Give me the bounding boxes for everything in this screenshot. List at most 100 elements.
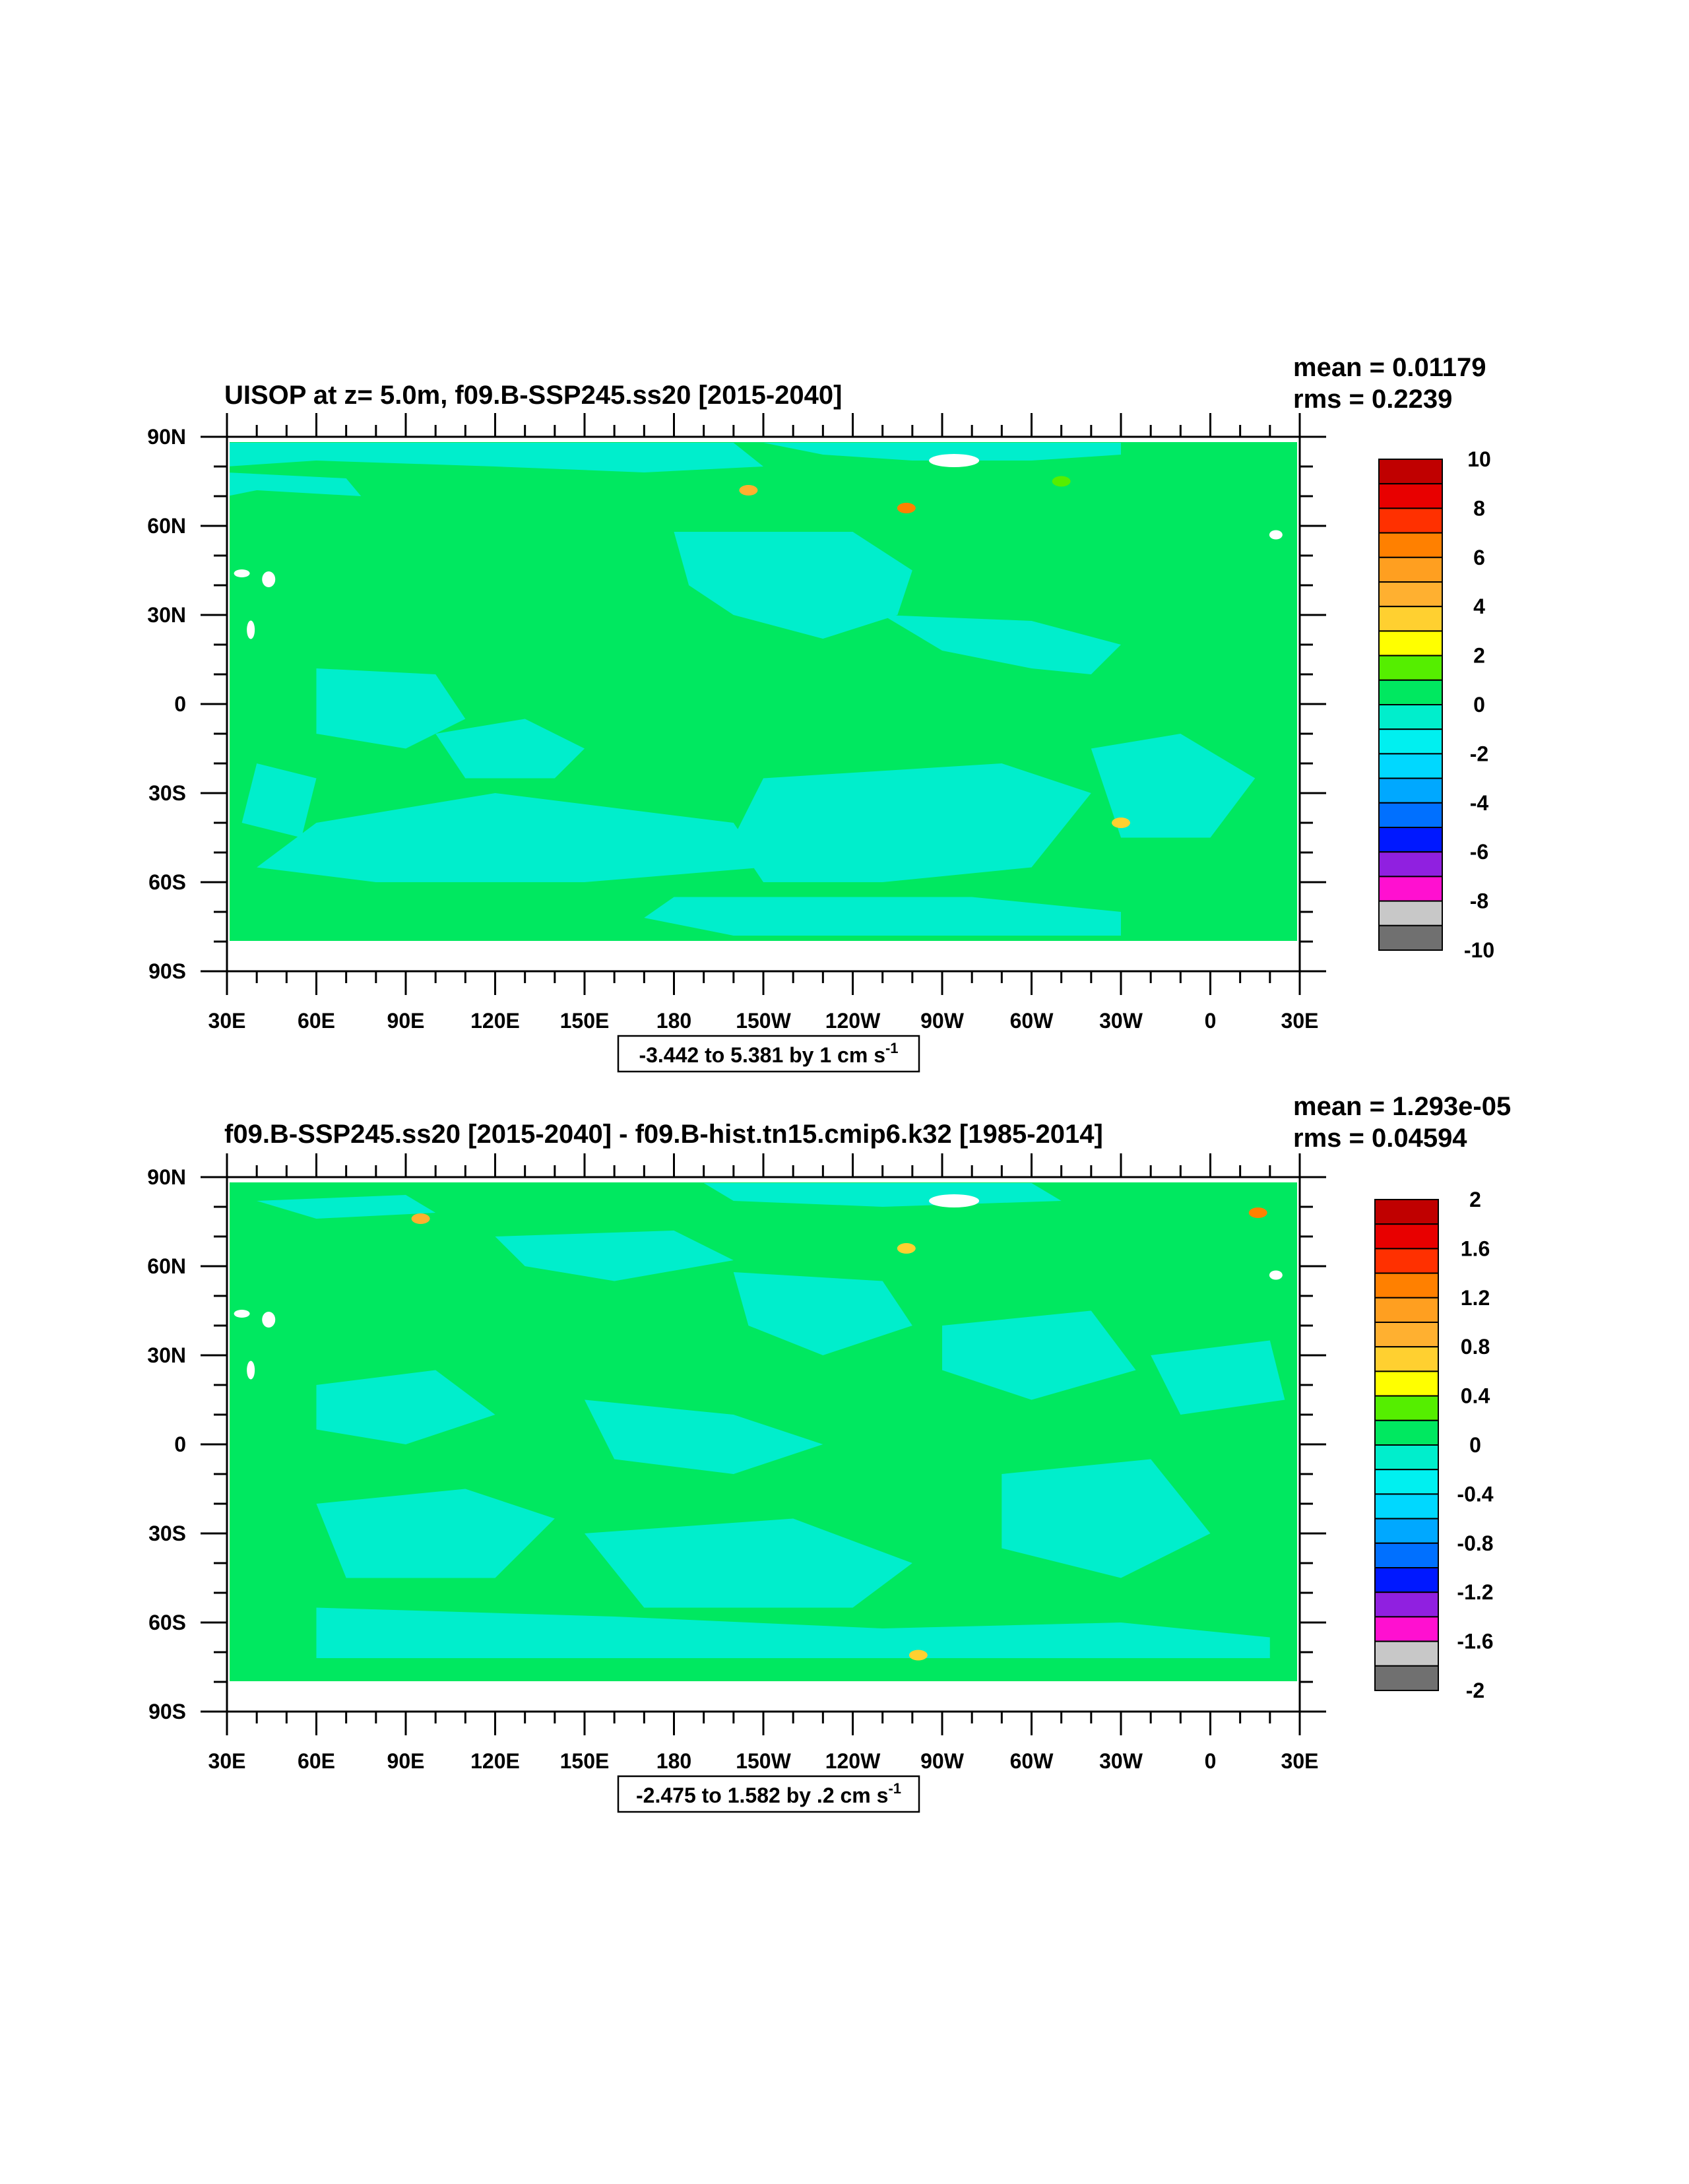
negative-region: [1151, 1340, 1285, 1415]
x-tick-label: 120E: [470, 1009, 520, 1033]
x-tick-label: 90E: [387, 1749, 425, 1773]
colorbar-swatch: [1374, 1542, 1439, 1569]
negative-region: [316, 668, 466, 749]
colorbar-swatch: [1378, 630, 1443, 657]
colorbar-label: 1.2: [1461, 1286, 1490, 1310]
colorbar-label: -0.4: [1457, 1482, 1493, 1506]
x-tick-label: 0: [1205, 1009, 1217, 1033]
colorbar-label: 0: [1473, 693, 1485, 717]
colorbar-label: 0: [1469, 1433, 1481, 1457]
x-tick-label: 120E: [470, 1749, 520, 1773]
hotspot: [739, 485, 758, 496]
colorbar-label: 4: [1473, 594, 1485, 618]
colorbar-swatch: [1378, 679, 1443, 706]
x-tick-label: 180: [656, 1749, 691, 1773]
colorbar-label: -1.6: [1457, 1630, 1493, 1654]
y-tick-label: 60S: [148, 1611, 186, 1634]
colorbar-swatch: [1374, 1223, 1439, 1250]
y-tick-label: 90S: [148, 1700, 186, 1723]
x-tick-label: 60W: [1010, 1009, 1054, 1033]
negative-region: [585, 1399, 823, 1474]
negative-region: [585, 1518, 912, 1608]
negative-region: [763, 443, 1121, 461]
y-tick-label: 90N: [147, 1165, 186, 1189]
colorbar-swatch: [1374, 1395, 1439, 1421]
y-tick-label: 0: [174, 692, 186, 716]
x-tick-label: 30E: [208, 1009, 246, 1033]
hotspot: [897, 1243, 916, 1254]
colorbar-swatch: [1378, 753, 1443, 779]
y-tick-label: 60S: [148, 870, 186, 894]
colorbar-swatch: [1378, 728, 1443, 755]
y-tick-label: 30S: [148, 1522, 186, 1545]
mean-label: mean = 1.293e-05: [1293, 1092, 1511, 1121]
colorbar-label: 2: [1469, 1188, 1481, 1211]
colorbar-swatch: [1374, 1591, 1439, 1618]
colorbar-swatch: [1378, 802, 1443, 829]
y-tick-label: 30N: [147, 603, 186, 627]
colorbar-label: -10: [1464, 938, 1494, 962]
x-tick-label: 60W: [1010, 1749, 1054, 1773]
panel-bottom: 30E 60E 90E 120E 150E 180 150W 120W 90W 60W 30W 0 30…: [147, 1092, 1511, 1813]
x-tick-label: 90W: [920, 1749, 965, 1773]
colorbar-swatch: [1378, 900, 1443, 926]
colorbar-swatch: [1374, 1469, 1439, 1495]
hotspot: [1052, 476, 1071, 487]
x-tick-label: 0: [1205, 1749, 1217, 1773]
negative-region: [733, 1272, 912, 1355]
y-tick-label: 60N: [147, 1254, 186, 1278]
colorbar-swatch: [1374, 1616, 1439, 1642]
rms-label: rms = 0.2239: [1293, 385, 1452, 414]
y-tick-label: 0: [174, 1432, 186, 1456]
colorbar-swatch: [1374, 1567, 1439, 1593]
colorbar-swatch: [1374, 1346, 1439, 1372]
missing-data-patch: [1269, 530, 1283, 540]
colorbar-label: -6: [1470, 840, 1488, 864]
colorbar-swatch: [1374, 1419, 1439, 1446]
negative-region: [1091, 734, 1256, 838]
missing-data-patch: [929, 1194, 980, 1207]
x-tick-label: 150E: [560, 1009, 610, 1033]
missing-data-patch: [234, 569, 250, 577]
range-box: [617, 1775, 920, 1813]
colorbar-swatch: [1378, 581, 1443, 608]
x-tick-label: 180: [656, 1009, 691, 1033]
colorbar-label: 1.6: [1461, 1237, 1490, 1260]
colorbar-label: 6: [1473, 546, 1485, 569]
colorbar-swatch: [1374, 1199, 1439, 1225]
range-label: -2.475 to 1.582 by .2 cm s-1: [636, 1780, 901, 1807]
y-tick-label: 30S: [148, 781, 186, 805]
colorbar-swatch: [1374, 1640, 1439, 1667]
missing-data-patch: [262, 571, 276, 587]
negative-region: [316, 1489, 555, 1578]
x-tick-label: 30E: [208, 1749, 246, 1773]
hotspot: [908, 1650, 928, 1661]
mean-label: mean = 0.01179: [1293, 353, 1486, 382]
x-tick-label: 150W: [736, 1749, 791, 1773]
negative-region: [435, 719, 585, 779]
colorbar-swatch: [1374, 1272, 1439, 1299]
colorbar-label: -2: [1466, 1679, 1484, 1702]
x-tick-label: 60E: [298, 1749, 335, 1773]
x-tick-label: 30E: [1281, 1009, 1319, 1033]
y-tick-label: 60N: [147, 514, 186, 538]
hotspot: [897, 503, 916, 513]
missing-data-patch: [929, 454, 980, 467]
colorbar-label: 8: [1473, 496, 1485, 520]
negative-region: [495, 1231, 734, 1281]
missing-data-patch: [262, 1312, 276, 1328]
negative-region: [942, 1310, 1136, 1400]
negative-region: [733, 763, 1091, 882]
y-tick-label: 90S: [148, 959, 186, 983]
missing-data-patch: [247, 620, 255, 639]
colorbar-swatch: [1374, 1248, 1439, 1274]
colorbar-label: -1.2: [1457, 1580, 1493, 1604]
colorbar-label: 0.8: [1461, 1335, 1490, 1359]
negative-region: [644, 897, 1121, 936]
range-box: [617, 1035, 920, 1073]
colorbar-swatch: [1378, 532, 1443, 558]
map-field: [230, 442, 1297, 941]
x-tick-label: 90W: [920, 1009, 965, 1033]
colorbar-swatch: [1374, 1370, 1439, 1397]
